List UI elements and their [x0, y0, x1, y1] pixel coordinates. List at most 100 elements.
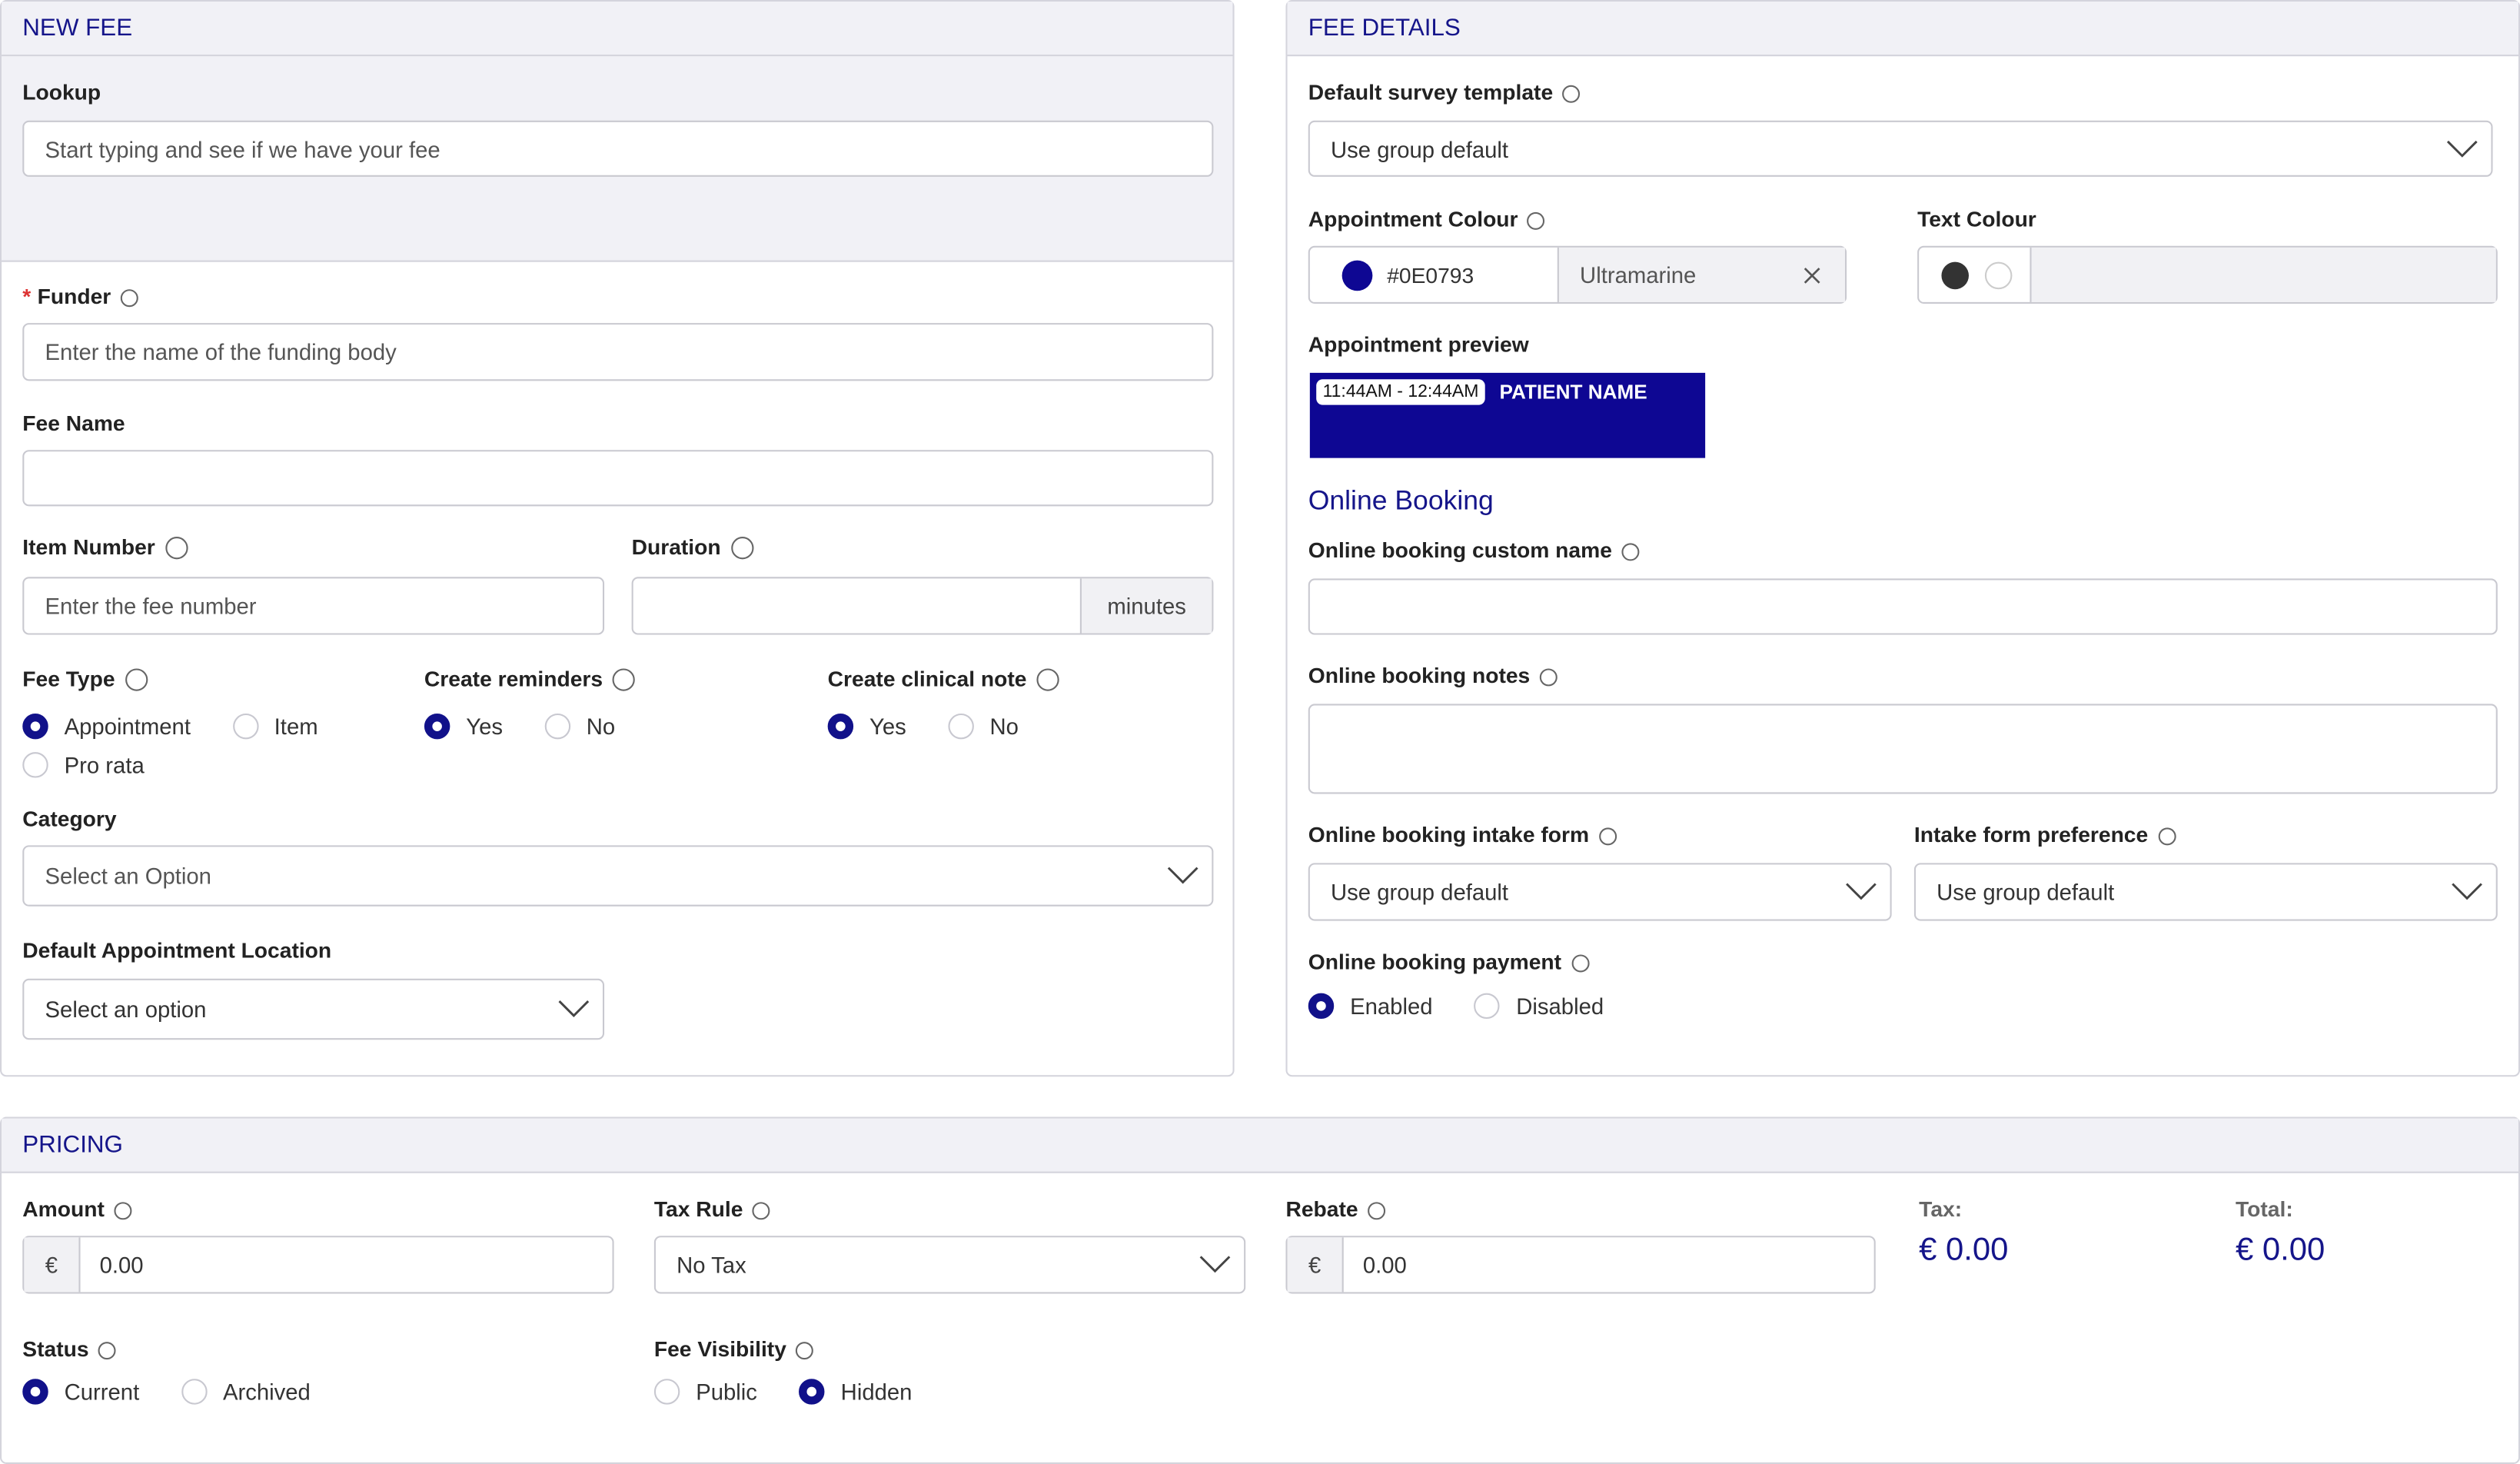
help-icon[interactable]	[98, 1342, 117, 1360]
help-icon[interactable]	[165, 537, 188, 561]
label-text: Rebate	[1285, 1197, 1358, 1222]
help-icon[interactable]	[752, 1202, 770, 1220]
value: 0.00	[1362, 1252, 1407, 1278]
survey-select[interactable]: Use group default	[1308, 120, 2493, 177]
value: Use group default	[1937, 879, 2115, 905]
tax-value: € 0.00	[1919, 1233, 2009, 1269]
radio-option[interactable]: Public	[653, 1379, 757, 1405]
radio-button[interactable]	[799, 1379, 825, 1405]
help-icon[interactable]	[114, 1202, 132, 1220]
radio-button[interactable]	[22, 752, 48, 778]
help-icon[interactable]	[612, 669, 635, 692]
radio-option[interactable]: Appointment	[22, 713, 191, 740]
radio-label: Public	[696, 1379, 757, 1405]
notes-textarea[interactable]	[1308, 704, 2498, 794]
colour-name-box: Ultramarine	[1557, 247, 1846, 302]
colour-name: Ultramarine	[1580, 261, 1697, 288]
value: 0.00	[99, 1252, 144, 1278]
radio-label: Item	[274, 713, 318, 740]
appointment-preview: 11:44AM - 12:44AM PATIENT NAME	[1309, 372, 1706, 458]
panel-title: PRICING	[2, 1118, 2518, 1173]
help-icon[interactable]	[1571, 954, 1589, 973]
duration-input[interactable]: minutes	[631, 577, 1214, 635]
funder-input[interactable]: Enter the name of the funding body	[22, 323, 1214, 381]
radio-button[interactable]	[424, 713, 450, 740]
item-number-input[interactable]: Enter the fee number	[22, 577, 605, 635]
preview-patient: PATIENT NAME	[1499, 381, 1647, 404]
label-text: Create reminders	[424, 667, 603, 691]
radio-button[interactable]	[948, 713, 974, 740]
help-icon[interactable]	[1368, 1202, 1386, 1220]
label-text: Online booking notes	[1308, 664, 1531, 688]
text-colour-picker[interactable]	[1917, 245, 2498, 304]
tax-rule-select[interactable]: No Tax	[653, 1236, 1246, 1294]
label-text: Online booking payment	[1308, 950, 1562, 974]
colour-picker[interactable]: #0E0793 Ultramarine	[1308, 245, 1847, 304]
label: Category	[22, 807, 117, 831]
radio-button[interactable]	[1308, 993, 1335, 1020]
help-icon[interactable]	[1528, 211, 1546, 230]
radio-option[interactable]: Yes	[827, 713, 906, 740]
radio-button[interactable]	[232, 713, 258, 740]
radio-button[interactable]	[544, 713, 570, 740]
location-select[interactable]: Select an option	[22, 978, 605, 1040]
custom-name-input[interactable]	[1308, 578, 2498, 635]
radio-label: Current	[64, 1379, 140, 1405]
radio-button[interactable]	[22, 713, 48, 740]
radio-option[interactable]: No	[948, 713, 1019, 740]
help-icon[interactable]	[2157, 827, 2176, 846]
label: Default survey template	[1308, 80, 1581, 105]
label-text: Intake form preference	[1913, 823, 2149, 847]
radio-label: Archived	[222, 1379, 311, 1405]
intake-form-select[interactable]: Use group default	[1308, 863, 1892, 921]
help-icon[interactable]	[1539, 668, 1558, 687]
radio-option[interactable]: Item	[232, 713, 318, 740]
radio-option[interactable]: No	[544, 713, 615, 740]
dark-option[interactable]	[1941, 261, 1969, 289]
help-icon[interactable]	[796, 1342, 814, 1360]
help-icon[interactable]	[120, 289, 138, 308]
value: Use group default	[1331, 879, 1509, 905]
intake-preference-select[interactable]: Use group default	[1913, 863, 2498, 921]
radio-option[interactable]: Pro rata	[22, 752, 145, 778]
rebate-input[interactable]: €0.00	[1285, 1236, 1876, 1294]
radio-button[interactable]	[181, 1379, 208, 1405]
radio-button[interactable]	[827, 713, 854, 740]
radio-button[interactable]	[1474, 993, 1501, 1020]
radio-option[interactable]: Yes	[424, 713, 503, 740]
help-icon[interactable]	[730, 537, 753, 561]
radio-button[interactable]	[653, 1379, 680, 1405]
light-option[interactable]	[1984, 261, 2013, 289]
amount-input[interactable]: €0.00	[22, 1236, 614, 1294]
label: Total:	[2236, 1197, 2293, 1222]
radio-option[interactable]: Current	[22, 1379, 140, 1405]
preview-time: 11:44AM - 12:44AM	[1316, 379, 1485, 405]
label-text: Online booking intake form	[1308, 823, 1590, 847]
clear-icon[interactable]	[1804, 267, 1821, 284]
radio-label: Hidden	[840, 1379, 913, 1405]
help-icon[interactable]	[125, 669, 148, 692]
help-icon[interactable]	[1036, 669, 1059, 692]
chevron	[1167, 867, 1198, 884]
placeholder: Enter the fee number	[45, 593, 257, 619]
section-heading: Online Booking	[1308, 485, 1494, 516]
help-icon[interactable]	[1562, 85, 1581, 103]
radio-option[interactable]: Hidden	[799, 1379, 913, 1405]
label-text: Status	[22, 1336, 89, 1362]
radio-group: Appointment Item Pro rata	[22, 713, 408, 778]
placeholder: Select an Option	[45, 863, 211, 889]
help-icon[interactable]	[1598, 827, 1617, 846]
fee-name-input[interactable]	[22, 450, 1214, 507]
label: * Funder	[22, 284, 138, 308]
radio-option[interactable]: Disabled	[1474, 993, 1604, 1020]
radio-option[interactable]: Archived	[181, 1379, 311, 1405]
radio-label: Appointment	[64, 713, 191, 740]
radio-button[interactable]	[22, 1379, 48, 1405]
radio-group: Current Archived	[22, 1379, 633, 1405]
label: Intake form preference	[1914, 823, 2176, 847]
lookup-input[interactable]: Start typing and see if we have your fee	[22, 120, 1214, 177]
label: Online booking payment	[1308, 950, 1589, 974]
category-select[interactable]: Select an Option	[22, 845, 1214, 907]
radio-option[interactable]: Enabled	[1308, 993, 1433, 1020]
help-icon[interactable]	[1621, 543, 1640, 561]
